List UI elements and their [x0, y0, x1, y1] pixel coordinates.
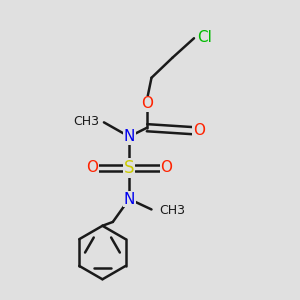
Text: O: O [141, 96, 153, 111]
Text: N: N [124, 129, 135, 144]
Text: CH3: CH3 [159, 204, 185, 218]
Text: Cl: Cl [198, 30, 212, 45]
Text: S: S [124, 159, 134, 177]
Text: CH3: CH3 [74, 115, 100, 128]
Text: O: O [86, 160, 98, 175]
Text: O: O [160, 160, 172, 175]
Text: O: O [193, 123, 205, 138]
Text: N: N [124, 191, 135, 206]
Text: Cl: Cl [198, 30, 212, 45]
